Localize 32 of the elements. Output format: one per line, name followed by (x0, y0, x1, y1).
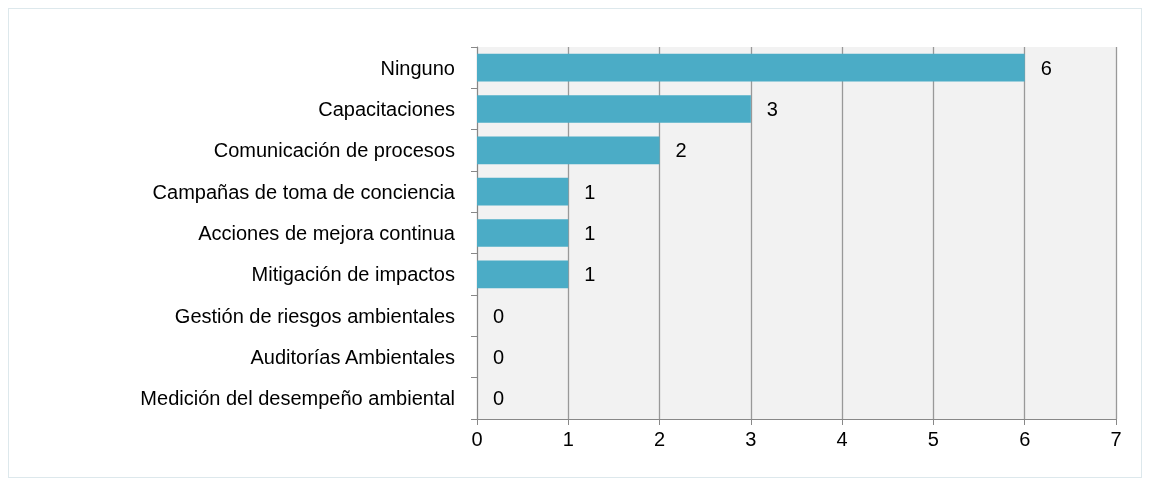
y-tick-label: Ninguno (380, 56, 455, 79)
x-tick-label: 3 (745, 428, 757, 450)
y-tick-label: Campañas de toma de conciencia (152, 180, 456, 203)
data-label: 2 (675, 139, 687, 162)
data-label: 1 (584, 222, 596, 244)
x-tick-label: 5 (927, 428, 939, 450)
x-tick-label: 6 (1019, 428, 1031, 450)
y-tick-label: Comunicación de procesos (213, 139, 455, 162)
x-tick-label: 1 (562, 428, 574, 450)
y-tick-label: Acciones de mejora continua (198, 222, 456, 244)
bar (477, 260, 569, 289)
data-label: 0 (493, 304, 505, 327)
x-tick-label: 4 (836, 428, 848, 450)
data-label: 6 (1040, 56, 1052, 79)
data-label: 1 (584, 263, 596, 286)
x-tick-label: 0 (471, 428, 483, 450)
bar (477, 219, 569, 247)
y-tick-label: Mitigación de impactos (251, 263, 455, 286)
x-tick-label: 2 (654, 428, 666, 450)
y-tick-label: Auditorías Ambientales (250, 346, 455, 368)
y-tick-label: Capacitaciones (318, 98, 455, 120)
y-tick-label: Gestión de riesgos ambientales (174, 304, 455, 327)
data-label: 3 (766, 98, 778, 120)
bar (477, 136, 660, 165)
data-label: 1 (584, 180, 596, 203)
data-label: 0 (493, 346, 505, 368)
bar (477, 95, 751, 123)
bar (477, 177, 569, 206)
y-tick-label: Medición del desempeño ambiental (140, 387, 455, 410)
data-label: 0 (493, 387, 505, 410)
x-tick-label: 7 (1110, 428, 1122, 450)
bar (477, 53, 1025, 82)
